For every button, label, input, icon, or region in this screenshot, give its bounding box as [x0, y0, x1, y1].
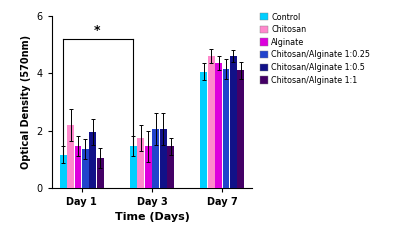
- X-axis label: Time (Days): Time (Days): [114, 212, 190, 222]
- Bar: [222, 69, 229, 188]
- Bar: [130, 146, 137, 188]
- Y-axis label: Optical Density (570nm): Optical Density (570nm): [21, 35, 31, 169]
- Legend: Control, Chitosan, Alginate, Chitosan/Alginate 1:0.25, Chitosan/Alginate 1:0.5, : Control, Chitosan, Alginate, Chitosan/Al…: [260, 13, 370, 85]
- Bar: [90, 132, 96, 188]
- Bar: [152, 129, 159, 188]
- Bar: [97, 158, 104, 188]
- Bar: [238, 71, 244, 188]
- Bar: [145, 146, 152, 188]
- Bar: [208, 56, 214, 188]
- Text: *: *: [93, 24, 100, 37]
- Bar: [215, 63, 222, 188]
- Bar: [67, 125, 74, 188]
- Bar: [200, 72, 207, 188]
- Bar: [82, 149, 89, 188]
- Bar: [167, 146, 174, 188]
- Bar: [75, 146, 82, 188]
- Bar: [60, 155, 66, 188]
- Bar: [230, 56, 237, 188]
- Bar: [160, 129, 166, 188]
- Bar: [138, 138, 144, 188]
